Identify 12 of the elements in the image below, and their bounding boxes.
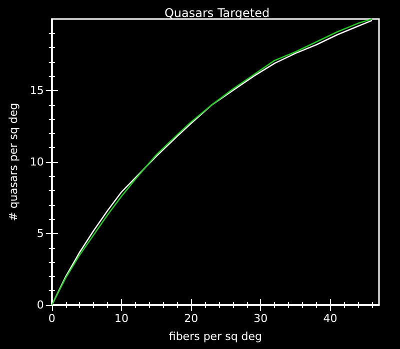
y-axis-title: # quasars per sq deg	[7, 102, 20, 222]
y-tick-label: 10	[30, 156, 44, 168]
x-tick-label: 10	[114, 312, 128, 325]
x-axis-title: fibers per sq deg	[168, 330, 262, 343]
x-tick-label: 40	[323, 312, 338, 325]
y-tick-label: 15	[30, 84, 44, 97]
x-tick-label: 0	[48, 312, 56, 325]
x-tick-label: 20	[184, 312, 198, 325]
y-tick-label: 0	[36, 298, 44, 312]
x-tick-label: 30	[254, 312, 268, 325]
chart-title: Quasars Targeted	[164, 6, 270, 20]
y-tick-label: 5	[36, 227, 44, 240]
